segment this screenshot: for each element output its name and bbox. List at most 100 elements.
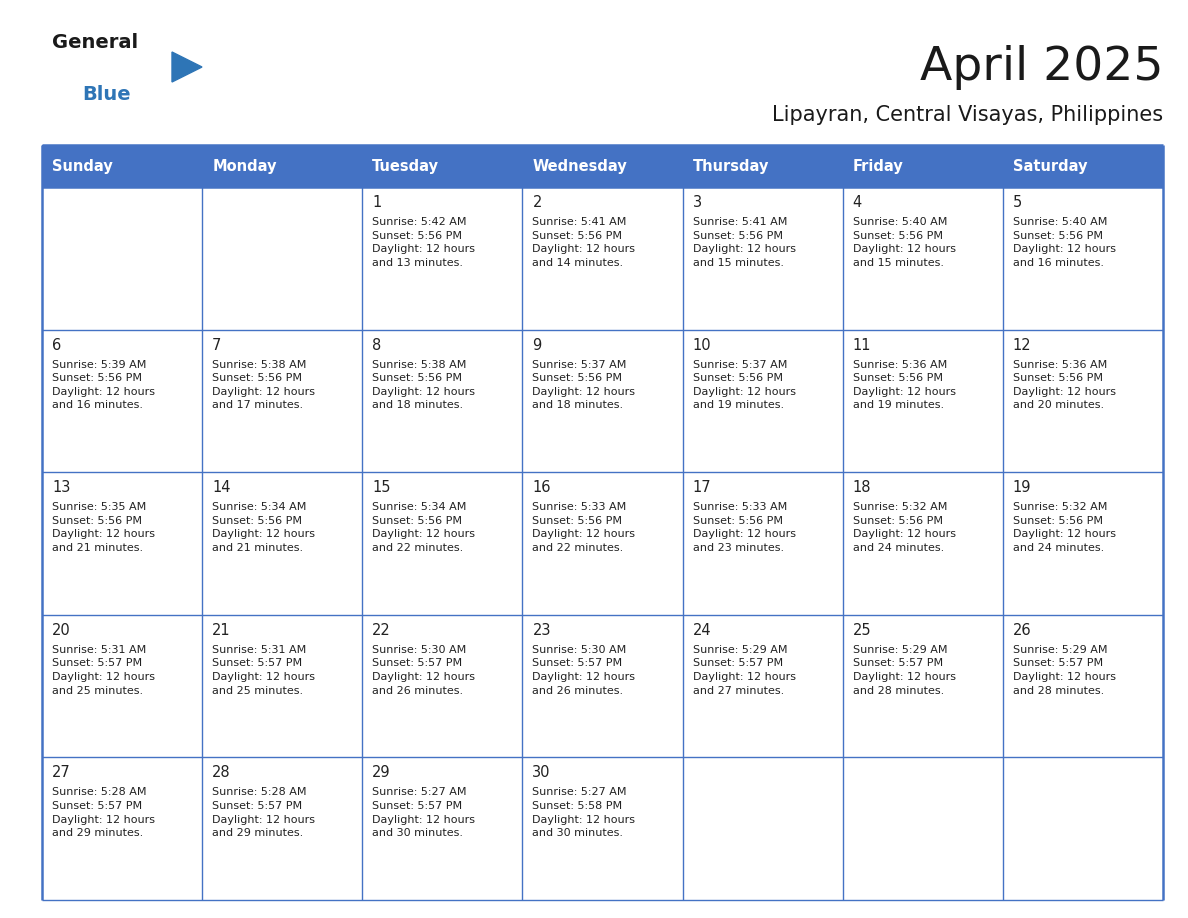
Bar bbox=[842, 145, 1003, 187]
Text: 19: 19 bbox=[1013, 480, 1031, 495]
Text: Sunday: Sunday bbox=[52, 159, 113, 174]
Polygon shape bbox=[172, 52, 202, 82]
Text: 29: 29 bbox=[372, 766, 391, 780]
Bar bbox=[42, 615, 202, 757]
Bar bbox=[362, 472, 523, 615]
Text: 20: 20 bbox=[52, 622, 71, 638]
Text: Sunrise: 5:37 AM
Sunset: 5:56 PM
Daylight: 12 hours
and 19 minutes.: Sunrise: 5:37 AM Sunset: 5:56 PM Dayligh… bbox=[693, 360, 796, 410]
Text: Sunrise: 5:38 AM
Sunset: 5:56 PM
Daylight: 12 hours
and 18 minutes.: Sunrise: 5:38 AM Sunset: 5:56 PM Dayligh… bbox=[372, 360, 475, 410]
Text: 30: 30 bbox=[532, 766, 551, 780]
Bar bbox=[1003, 187, 1163, 330]
Text: Sunrise: 5:34 AM
Sunset: 5:56 PM
Daylight: 12 hours
and 21 minutes.: Sunrise: 5:34 AM Sunset: 5:56 PM Dayligh… bbox=[213, 502, 315, 553]
Text: Sunrise: 5:27 AM
Sunset: 5:57 PM
Daylight: 12 hours
and 30 minutes.: Sunrise: 5:27 AM Sunset: 5:57 PM Dayligh… bbox=[372, 788, 475, 838]
Text: Sunrise: 5:32 AM
Sunset: 5:56 PM
Daylight: 12 hours
and 24 minutes.: Sunrise: 5:32 AM Sunset: 5:56 PM Dayligh… bbox=[1013, 502, 1116, 553]
Bar bbox=[42, 757, 202, 900]
Bar bbox=[523, 187, 683, 330]
Text: Wednesday: Wednesday bbox=[532, 159, 627, 174]
Bar bbox=[362, 187, 523, 330]
Text: 17: 17 bbox=[693, 480, 712, 495]
Bar bbox=[42, 472, 202, 615]
Bar bbox=[42, 187, 202, 330]
Text: 15: 15 bbox=[372, 480, 391, 495]
Text: 18: 18 bbox=[853, 480, 871, 495]
Bar bbox=[202, 757, 362, 900]
Bar bbox=[842, 330, 1003, 472]
Text: 26: 26 bbox=[1013, 622, 1031, 638]
Text: 16: 16 bbox=[532, 480, 551, 495]
Text: Monday: Monday bbox=[213, 159, 277, 174]
Bar bbox=[842, 472, 1003, 615]
Text: Lipayran, Central Visayas, Philippines: Lipayran, Central Visayas, Philippines bbox=[772, 105, 1163, 125]
Text: General: General bbox=[52, 33, 138, 52]
Text: Sunrise: 5:30 AM
Sunset: 5:57 PM
Daylight: 12 hours
and 26 minutes.: Sunrise: 5:30 AM Sunset: 5:57 PM Dayligh… bbox=[532, 644, 636, 696]
Bar bbox=[1003, 472, 1163, 615]
Text: 24: 24 bbox=[693, 622, 712, 638]
Bar bbox=[42, 145, 202, 187]
Text: Sunrise: 5:29 AM
Sunset: 5:57 PM
Daylight: 12 hours
and 27 minutes.: Sunrise: 5:29 AM Sunset: 5:57 PM Dayligh… bbox=[693, 644, 796, 696]
Text: Blue: Blue bbox=[82, 85, 131, 104]
Bar bbox=[1003, 757, 1163, 900]
Text: Sunrise: 5:33 AM
Sunset: 5:56 PM
Daylight: 12 hours
and 23 minutes.: Sunrise: 5:33 AM Sunset: 5:56 PM Dayligh… bbox=[693, 502, 796, 553]
Bar bbox=[523, 757, 683, 900]
Text: Tuesday: Tuesday bbox=[372, 159, 440, 174]
Bar bbox=[362, 615, 523, 757]
Text: Sunrise: 5:32 AM
Sunset: 5:56 PM
Daylight: 12 hours
and 24 minutes.: Sunrise: 5:32 AM Sunset: 5:56 PM Dayligh… bbox=[853, 502, 955, 553]
Bar bbox=[1003, 330, 1163, 472]
Bar bbox=[683, 615, 842, 757]
Text: Sunrise: 5:34 AM
Sunset: 5:56 PM
Daylight: 12 hours
and 22 minutes.: Sunrise: 5:34 AM Sunset: 5:56 PM Dayligh… bbox=[372, 502, 475, 553]
Text: 14: 14 bbox=[213, 480, 230, 495]
Text: 5: 5 bbox=[1013, 195, 1022, 210]
Text: 1: 1 bbox=[372, 195, 381, 210]
Text: Sunrise: 5:31 AM
Sunset: 5:57 PM
Daylight: 12 hours
and 25 minutes.: Sunrise: 5:31 AM Sunset: 5:57 PM Dayligh… bbox=[213, 644, 315, 696]
Bar bbox=[202, 187, 362, 330]
Text: Sunrise: 5:27 AM
Sunset: 5:58 PM
Daylight: 12 hours
and 30 minutes.: Sunrise: 5:27 AM Sunset: 5:58 PM Dayligh… bbox=[532, 788, 636, 838]
Text: Sunrise: 5:30 AM
Sunset: 5:57 PM
Daylight: 12 hours
and 26 minutes.: Sunrise: 5:30 AM Sunset: 5:57 PM Dayligh… bbox=[372, 644, 475, 696]
Bar bbox=[683, 757, 842, 900]
Bar bbox=[523, 330, 683, 472]
Bar bbox=[362, 330, 523, 472]
Text: Sunrise: 5:40 AM
Sunset: 5:56 PM
Daylight: 12 hours
and 15 minutes.: Sunrise: 5:40 AM Sunset: 5:56 PM Dayligh… bbox=[853, 217, 955, 268]
Text: Sunrise: 5:31 AM
Sunset: 5:57 PM
Daylight: 12 hours
and 25 minutes.: Sunrise: 5:31 AM Sunset: 5:57 PM Dayligh… bbox=[52, 644, 154, 696]
Text: Sunrise: 5:33 AM
Sunset: 5:56 PM
Daylight: 12 hours
and 22 minutes.: Sunrise: 5:33 AM Sunset: 5:56 PM Dayligh… bbox=[532, 502, 636, 553]
Text: Sunrise: 5:36 AM
Sunset: 5:56 PM
Daylight: 12 hours
and 20 minutes.: Sunrise: 5:36 AM Sunset: 5:56 PM Dayligh… bbox=[1013, 360, 1116, 410]
Text: Sunrise: 5:40 AM
Sunset: 5:56 PM
Daylight: 12 hours
and 16 minutes.: Sunrise: 5:40 AM Sunset: 5:56 PM Dayligh… bbox=[1013, 217, 1116, 268]
Text: Sunrise: 5:41 AM
Sunset: 5:56 PM
Daylight: 12 hours
and 15 minutes.: Sunrise: 5:41 AM Sunset: 5:56 PM Dayligh… bbox=[693, 217, 796, 268]
Text: Sunrise: 5:29 AM
Sunset: 5:57 PM
Daylight: 12 hours
and 28 minutes.: Sunrise: 5:29 AM Sunset: 5:57 PM Dayligh… bbox=[853, 644, 955, 696]
Text: 22: 22 bbox=[372, 622, 391, 638]
Bar bbox=[523, 145, 683, 187]
Text: Sunrise: 5:35 AM
Sunset: 5:56 PM
Daylight: 12 hours
and 21 minutes.: Sunrise: 5:35 AM Sunset: 5:56 PM Dayligh… bbox=[52, 502, 154, 553]
Text: 25: 25 bbox=[853, 622, 871, 638]
Text: 7: 7 bbox=[213, 338, 221, 353]
Text: Sunrise: 5:28 AM
Sunset: 5:57 PM
Daylight: 12 hours
and 29 minutes.: Sunrise: 5:28 AM Sunset: 5:57 PM Dayligh… bbox=[213, 788, 315, 838]
Text: Sunrise: 5:29 AM
Sunset: 5:57 PM
Daylight: 12 hours
and 28 minutes.: Sunrise: 5:29 AM Sunset: 5:57 PM Dayligh… bbox=[1013, 644, 1116, 696]
Bar bbox=[523, 615, 683, 757]
Text: Sunrise: 5:38 AM
Sunset: 5:56 PM
Daylight: 12 hours
and 17 minutes.: Sunrise: 5:38 AM Sunset: 5:56 PM Dayligh… bbox=[213, 360, 315, 410]
Text: Sunrise: 5:37 AM
Sunset: 5:56 PM
Daylight: 12 hours
and 18 minutes.: Sunrise: 5:37 AM Sunset: 5:56 PM Dayligh… bbox=[532, 360, 636, 410]
Bar bbox=[842, 757, 1003, 900]
Bar bbox=[683, 145, 842, 187]
Bar bbox=[683, 330, 842, 472]
Bar bbox=[42, 330, 202, 472]
Text: Sunrise: 5:28 AM
Sunset: 5:57 PM
Daylight: 12 hours
and 29 minutes.: Sunrise: 5:28 AM Sunset: 5:57 PM Dayligh… bbox=[52, 788, 154, 838]
Bar bbox=[683, 472, 842, 615]
Text: Sunrise: 5:42 AM
Sunset: 5:56 PM
Daylight: 12 hours
and 13 minutes.: Sunrise: 5:42 AM Sunset: 5:56 PM Dayligh… bbox=[372, 217, 475, 268]
Bar bbox=[362, 145, 523, 187]
Text: 3: 3 bbox=[693, 195, 702, 210]
Bar bbox=[842, 615, 1003, 757]
Bar bbox=[362, 757, 523, 900]
Text: 10: 10 bbox=[693, 338, 712, 353]
Text: Saturday: Saturday bbox=[1013, 159, 1087, 174]
Text: Sunrise: 5:39 AM
Sunset: 5:56 PM
Daylight: 12 hours
and 16 minutes.: Sunrise: 5:39 AM Sunset: 5:56 PM Dayligh… bbox=[52, 360, 154, 410]
Bar bbox=[842, 187, 1003, 330]
Text: 9: 9 bbox=[532, 338, 542, 353]
Text: 23: 23 bbox=[532, 622, 551, 638]
Bar bbox=[683, 187, 842, 330]
Text: Sunrise: 5:41 AM
Sunset: 5:56 PM
Daylight: 12 hours
and 14 minutes.: Sunrise: 5:41 AM Sunset: 5:56 PM Dayligh… bbox=[532, 217, 636, 268]
Text: 4: 4 bbox=[853, 195, 862, 210]
Bar bbox=[523, 472, 683, 615]
Text: 27: 27 bbox=[52, 766, 71, 780]
Text: April 2025: April 2025 bbox=[920, 45, 1163, 90]
Text: Friday: Friday bbox=[853, 159, 903, 174]
Text: 6: 6 bbox=[52, 338, 62, 353]
Text: 21: 21 bbox=[213, 622, 230, 638]
